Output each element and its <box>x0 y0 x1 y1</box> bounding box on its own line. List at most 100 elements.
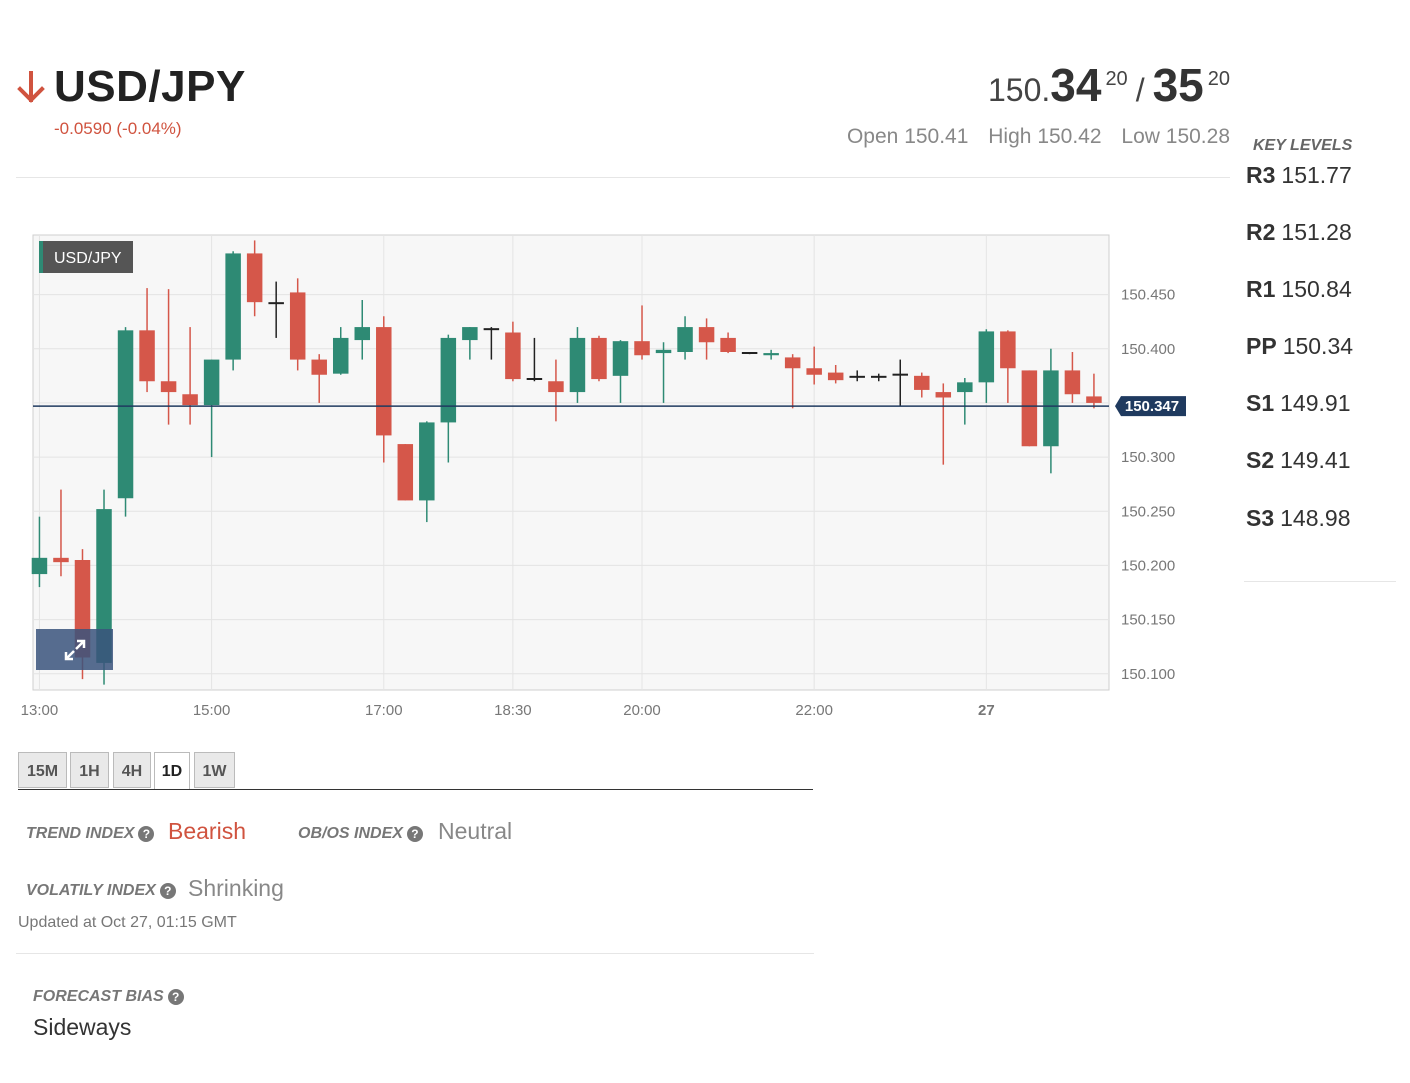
key-level-s2: S2 149.41 <box>1246 447 1351 474</box>
obos-index-value: Neutral <box>438 818 513 844</box>
candle-body <box>505 332 521 380</box>
candle-body <box>548 381 564 393</box>
candle-body <box>1064 370 1081 395</box>
key-level-s1: S1 149.91 <box>1246 390 1351 417</box>
plot-area <box>32 234 1110 691</box>
x-tick-label: 18:30 <box>494 702 532 719</box>
tab-1w[interactable]: 1W <box>194 752 235 788</box>
legend-swatch <box>39 241 43 273</box>
candle-body <box>849 375 865 378</box>
open-value: 150.41 <box>904 125 969 148</box>
key-level-name: R1 <box>1246 276 1276 302</box>
candle-body <box>160 381 177 393</box>
question-circle-icon[interactable]: ? <box>138 826 155 842</box>
key-level-name: R2 <box>1246 219 1276 245</box>
candle-body <box>655 349 672 354</box>
candle-body <box>870 375 887 378</box>
y-tick-label: 150.300 <box>1121 449 1175 466</box>
x-tick-label: 20:00 <box>623 702 661 719</box>
obos-index-label: OB/OS INDEX? <box>298 825 423 843</box>
quote-separator: / <box>1135 72 1145 108</box>
open-high-low: Open 150.41 High 150.42 Low 150.28 <box>847 125 1230 149</box>
candle-body <box>591 337 607 380</box>
candle-body <box>978 331 995 383</box>
key-level-name: R3 <box>1246 162 1276 188</box>
trend-index-value: Bearish <box>168 818 246 844</box>
candle-body <box>289 292 306 360</box>
y-tick-label: 150.450 <box>1121 287 1175 304</box>
candle-body <box>31 557 48 575</box>
legend-label: USD/JPY <box>54 250 122 267</box>
candle-body <box>311 359 327 375</box>
key-level-r3: R3 151.77 <box>1246 162 1352 189</box>
bid-pips: 34 <box>1050 59 1102 111</box>
key-level-name: S1 <box>1246 390 1275 416</box>
obos-index-label-text: OB/OS INDEX <box>298 825 403 842</box>
high-label: High <box>988 125 1032 148</box>
x-tick-label: 17:00 <box>365 702 403 719</box>
candle-body <box>806 368 822 375</box>
candle-body <box>376 327 392 436</box>
y-tick-label: 150.400 <box>1121 341 1175 358</box>
candle-body <box>225 253 241 360</box>
candle-body <box>483 328 500 331</box>
y-tick-label: 150.200 <box>1121 557 1175 574</box>
key-level-name: S2 <box>1246 447 1275 473</box>
key-level-name: PP <box>1246 333 1277 359</box>
key-level-value: 151.28 <box>1281 219 1352 245</box>
candle-body <box>634 341 650 356</box>
candle-body <box>569 337 586 393</box>
high-value: 150.42 <box>1037 125 1102 148</box>
arrow-down-icon <box>17 71 45 103</box>
x-tick-label: 27 <box>978 702 995 719</box>
question-circle-icon[interactable]: ? <box>406 826 423 842</box>
key-levels-title: KEY LEVELS <box>1253 137 1353 154</box>
y-tick-label: 150.250 <box>1121 503 1175 520</box>
bid-ask-quote: 150.34 20/35 20 <box>988 58 1230 112</box>
question-circle-icon[interactable]: ? <box>159 883 176 899</box>
low-label: Low <box>1121 125 1160 148</box>
expand-chart-button[interactable] <box>36 629 113 670</box>
candle-body <box>117 330 134 499</box>
updated-timestamp: Updated at Oct 27, 01:15 GMT <box>18 914 237 931</box>
key-level-s3: S3 148.98 <box>1246 505 1351 532</box>
open-label: Open <box>846 125 899 148</box>
tab-4h[interactable]: 4H <box>113 752 151 788</box>
candle-body <box>827 372 844 381</box>
candle-body <box>1043 370 1059 447</box>
candle-body <box>526 378 543 380</box>
candle-body <box>741 352 758 354</box>
candle-body <box>462 327 478 341</box>
candle-body <box>784 357 801 369</box>
key-level-value: 150.34 <box>1282 333 1354 359</box>
x-tick-label: 13:00 <box>21 702 59 719</box>
candle-body <box>698 327 715 343</box>
key-level-value: 149.41 <box>1280 447 1351 473</box>
section-divider <box>16 953 814 954</box>
candle-body <box>1086 396 1102 403</box>
candle-body <box>1000 331 1016 369</box>
key-level-value: 150.84 <box>1281 276 1352 302</box>
candle-body <box>914 375 930 390</box>
candle-body <box>763 353 779 356</box>
tab-1d[interactable]: 1D <box>154 752 190 790</box>
tab-15m[interactable]: 15M <box>18 752 67 788</box>
candlestick-chart[interactable]: 150.100 150.150 150.200 150.250 150.300 150.4… <box>0 0 1240 740</box>
candle-body <box>612 341 629 376</box>
candle-body <box>1021 370 1038 447</box>
trend-index-label-text: TREND INDEX <box>26 825 135 842</box>
tab-1h[interactable]: 1H <box>70 752 109 788</box>
question-circle-icon[interactable]: ? <box>167 989 184 1005</box>
candle-body <box>203 359 220 406</box>
candle-body <box>182 394 198 406</box>
candle-body <box>935 392 952 398</box>
key-level-value: 151.77 <box>1281 162 1352 188</box>
tabs-underline <box>18 789 813 790</box>
key-level-value: 148.98 <box>1280 505 1351 531</box>
x-tick-label: 15:00 <box>193 702 231 719</box>
current-price-label: 150.347 <box>1125 398 1179 415</box>
volatility-index-label-text: VOLATILY INDEX <box>26 882 156 899</box>
volatility-index-label: VOLATILY INDEX? <box>26 882 176 900</box>
candle-body <box>892 373 909 376</box>
volatility-index-value: Shrinking <box>188 875 284 901</box>
